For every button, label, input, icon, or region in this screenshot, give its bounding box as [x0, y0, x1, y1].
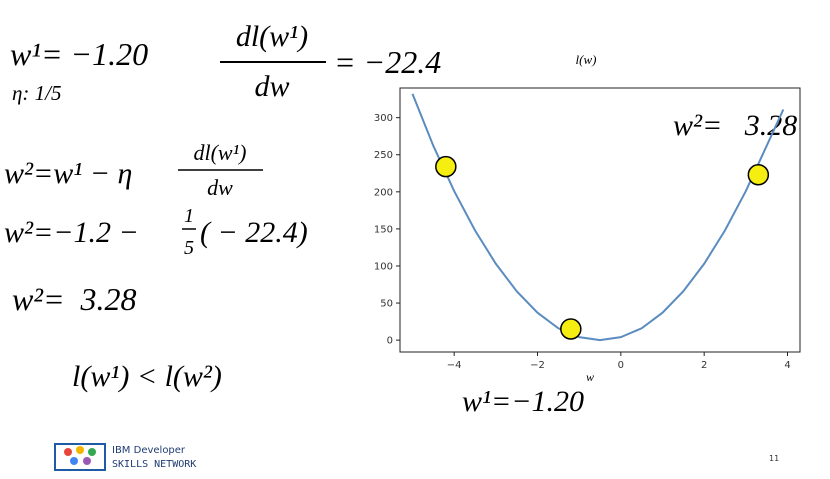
y-tick-label: 200 — [374, 187, 393, 198]
curve — [411, 93, 785, 342]
update-denominator: dw — [207, 175, 233, 200]
x-tick-label: −2 — [530, 360, 545, 371]
grad-numerator: dl(w¹) — [236, 20, 308, 53]
x-tick-label: −4 — [447, 360, 462, 371]
point — [435, 155, 457, 178]
logo-icon — [54, 443, 106, 471]
y-tick-label: 50 — [380, 299, 393, 310]
eta: η: 1/5 — [12, 81, 62, 105]
x-tick-label: 4 — [784, 360, 790, 371]
logo-text: SKILLS NETWORK — [112, 459, 196, 470]
update-numerator: dl(w¹) — [193, 140, 246, 165]
comparison: l(w¹) < l(w²) — [72, 360, 222, 393]
substitution-lhs: w²=−1.2 − — [4, 216, 139, 249]
grad-rhs: = −22.4 — [334, 44, 441, 80]
page-number: 11 — [769, 454, 779, 463]
y-tick-label: 300 — [374, 113, 393, 124]
x-tick-label: 2 — [701, 360, 707, 371]
grad-denominator: dw — [254, 70, 289, 103]
x-axis-label: w — [586, 370, 594, 384]
x-tick-label: 0 — [618, 360, 624, 371]
y-tick-label: 250 — [374, 150, 393, 161]
plot-frame — [399, 87, 801, 353]
annotation: w¹=−1.20 — [462, 385, 584, 418]
y-tick-label: 100 — [374, 261, 393, 272]
y-tick-label: 150 — [374, 224, 393, 235]
point — [560, 318, 582, 340]
substitution-numerator: 1 — [184, 205, 194, 227]
point — [747, 164, 770, 186]
w1-equation: w¹= −1.20 — [10, 36, 148, 72]
substitution-denominator: 5 — [184, 237, 194, 259]
substitution-rhs: ( − 22.4) — [200, 216, 308, 249]
annotation: w²= 3.28 — [673, 109, 797, 142]
result: w²= 3.28 — [12, 281, 137, 317]
update-lhs: w²=w¹ − η — [4, 157, 132, 190]
y-tick-label: 0 — [387, 336, 393, 347]
logo-text: IBM Developer — [112, 445, 186, 456]
chart-title: l(w) — [576, 52, 597, 67]
